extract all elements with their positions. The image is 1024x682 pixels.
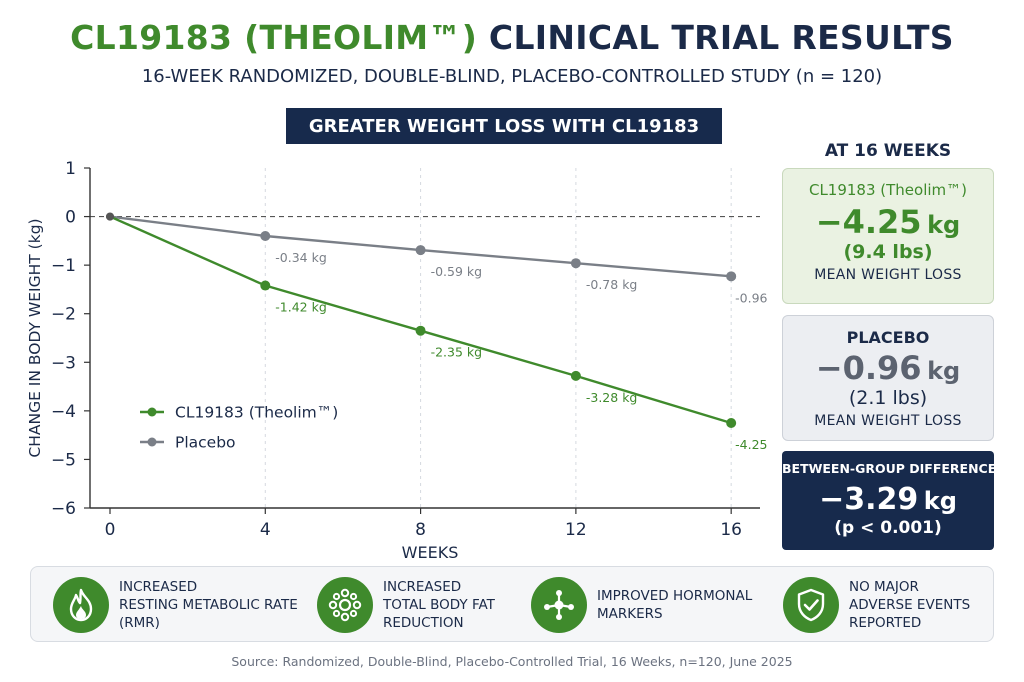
y-axis-label: CHANGE IN BODY WEIGHT (kg)	[26, 218, 44, 457]
drug-card-title: CL19183 (Theolim™)	[808, 181, 968, 199]
data-label-placebo: -0.59 kg	[431, 264, 483, 279]
page-subtitle: 16-WEEK RANDOMIZED, DOUBLE-BLIND, PLACEB…	[141, 66, 883, 87]
shield-check-icon	[783, 577, 839, 633]
placebo-result-card: PLACEBO −0.96 kg (2.1 lbs) MEAN WEIGHT L…	[782, 315, 994, 441]
drug-result-card: CL19183 (Theolim™) −4.25 kg (9.4 lbs) ME…	[782, 168, 994, 304]
source-note: Source: Randomized, Double-Blind, Placeb…	[231, 654, 793, 669]
benefit-item-rmr: INCREASED RESTING METABOLIC RATE (RMR)	[53, 577, 298, 633]
fat-cells-icon	[317, 577, 373, 633]
placebo-card-title: PLACEBO	[846, 328, 930, 347]
difference-p-value: (p < 0.001)	[834, 518, 942, 538]
benefit-text-body-fat: INCREASED TOTAL BODY FAT REDUCTION	[383, 578, 495, 632]
data-point-cl19183	[415, 325, 426, 336]
y-tick-label: −4	[51, 402, 76, 422]
drug-value-number: −4.25	[815, 203, 922, 241]
y-tick-label: −6	[51, 499, 76, 519]
benefit-text-rmr: INCREASED RESTING METABOLIC RATE (RMR)	[119, 578, 298, 632]
page-title: CL19183 (THEOLIM™) CLINICAL TRIAL RESULT…	[0, 18, 1024, 57]
placebo-card-caption: MEAN WEIGHT LOSS	[814, 413, 962, 429]
x-tick-label: 12	[565, 520, 587, 540]
data-label-placebo: -0.78 kg	[586, 277, 638, 292]
data-label-cl19183: -3.28 kg	[586, 390, 638, 405]
benefit-line: NO MAJOR	[849, 579, 919, 595]
placebo-value-unit: kg	[927, 357, 961, 385]
legend-label: CL19183 (Theolim™)	[175, 404, 338, 422]
difference-card: BETWEEN-GROUP DIFFERENCE −3.29 kg (p < 0…	[782, 451, 997, 550]
benefit-line: INCREASED	[383, 579, 462, 595]
y-tick-label: −3	[51, 353, 76, 373]
data-point-cl19183	[726, 418, 737, 428]
drug-card-lbs: (9.4 lbs)	[843, 241, 933, 263]
difference-value-unit: kg	[923, 487, 957, 515]
placebo-value-number: −0.96	[815, 349, 922, 387]
benefit-line: MARKERS	[597, 606, 663, 622]
benefits-panel: INCREASED RESTING METABOLIC RATE (RMR) I…	[30, 566, 994, 642]
data-label-placebo: -0.34 kg	[275, 250, 327, 265]
data-point-cl19183	[106, 212, 114, 221]
y-tick-label: 0	[65, 208, 76, 228]
chart-banner: GREATER WEIGHT LOSS WITH CL19183	[286, 108, 722, 144]
drug-card-value: −4.25 kg	[783, 203, 993, 241]
data-point-placebo	[726, 271, 737, 282]
y-tick-label: −2	[51, 305, 76, 325]
placebo-card-value: −0.96 kg	[783, 349, 993, 387]
benefit-item-safety: NO MAJOR ADVERSE EVENTS REPORTED	[783, 577, 970, 633]
y-tick-label: −1	[51, 256, 76, 276]
benefit-line: RESTING METABOLIC RATE	[119, 597, 298, 613]
benefit-text-safety: NO MAJOR ADVERSE EVENTS REPORTED	[849, 578, 970, 632]
flame-icon	[53, 577, 109, 633]
data-label-cl19183: -2.35 kg	[431, 345, 483, 360]
x-tick-label: 4	[260, 520, 271, 540]
data-point-placebo	[570, 258, 581, 269]
data-label-cl19183: -1.42 kg	[275, 300, 327, 315]
legend-swatch-marker	[147, 437, 157, 447]
benefit-text-hormonal: IMPROVED HORMONAL MARKERS	[597, 587, 752, 623]
legend-label: Placebo	[175, 434, 236, 452]
title-drug-name: CL19183 (THEOLIM™)	[70, 18, 478, 57]
y-tick-label: 1	[65, 159, 76, 179]
data-point-placebo	[415, 245, 426, 256]
summary-heading: AT 16 WEEKS	[824, 141, 952, 161]
benefit-line: ADVERSE EVENTS	[849, 597, 971, 613]
data-point-cl19183	[570, 370, 581, 381]
x-tick-label: 8	[415, 520, 426, 540]
benefit-line: TOTAL BODY FAT	[383, 597, 495, 613]
benefit-line: (RMR)	[119, 615, 160, 631]
benefit-item-hormonal: IMPROVED HORMONAL MARKERS	[531, 577, 752, 633]
data-point-cl19183	[260, 280, 271, 291]
benefit-line: REPORTED	[849, 615, 922, 631]
benefit-item-body-fat: INCREASED TOTAL BODY FAT REDUCTION	[317, 577, 495, 633]
drug-card-caption: MEAN WEIGHT LOSS	[814, 267, 962, 283]
data-label-placebo: -0.96 kg	[735, 290, 770, 305]
placebo-card-lbs: (2.1 lbs)	[848, 387, 928, 409]
benefit-line: INCREASED	[119, 579, 198, 595]
x-axis-label: WEEKS	[402, 543, 459, 560]
difference-card-value: −3.29 kg	[782, 482, 994, 517]
title-rest: CLINICAL TRIAL RESULTS	[477, 18, 954, 57]
difference-card-title: BETWEEN-GROUP DIFFERENCE	[782, 461, 997, 476]
difference-value-number: −3.29	[819, 482, 919, 517]
weight-change-chart: 1 0 −1 −2 −3 −4 −5 −6 0 4 8 12 16 WEEKS CHANGE IN BODY…	[26, 159, 770, 560]
legend-swatch-marker	[147, 407, 157, 417]
data-label-cl19183: -4.25 kg	[735, 437, 770, 452]
benefit-line: REDUCTION	[383, 615, 464, 631]
hormone-molecule-icon	[531, 577, 587, 633]
data-point-placebo	[260, 231, 271, 241]
x-tick-label: 16	[720, 520, 742, 540]
benefit-line: IMPROVED HORMONAL	[597, 588, 753, 604]
x-tick-label: 0	[105, 520, 116, 540]
drug-value-unit: kg	[927, 211, 961, 239]
y-tick-label: −5	[51, 450, 76, 470]
